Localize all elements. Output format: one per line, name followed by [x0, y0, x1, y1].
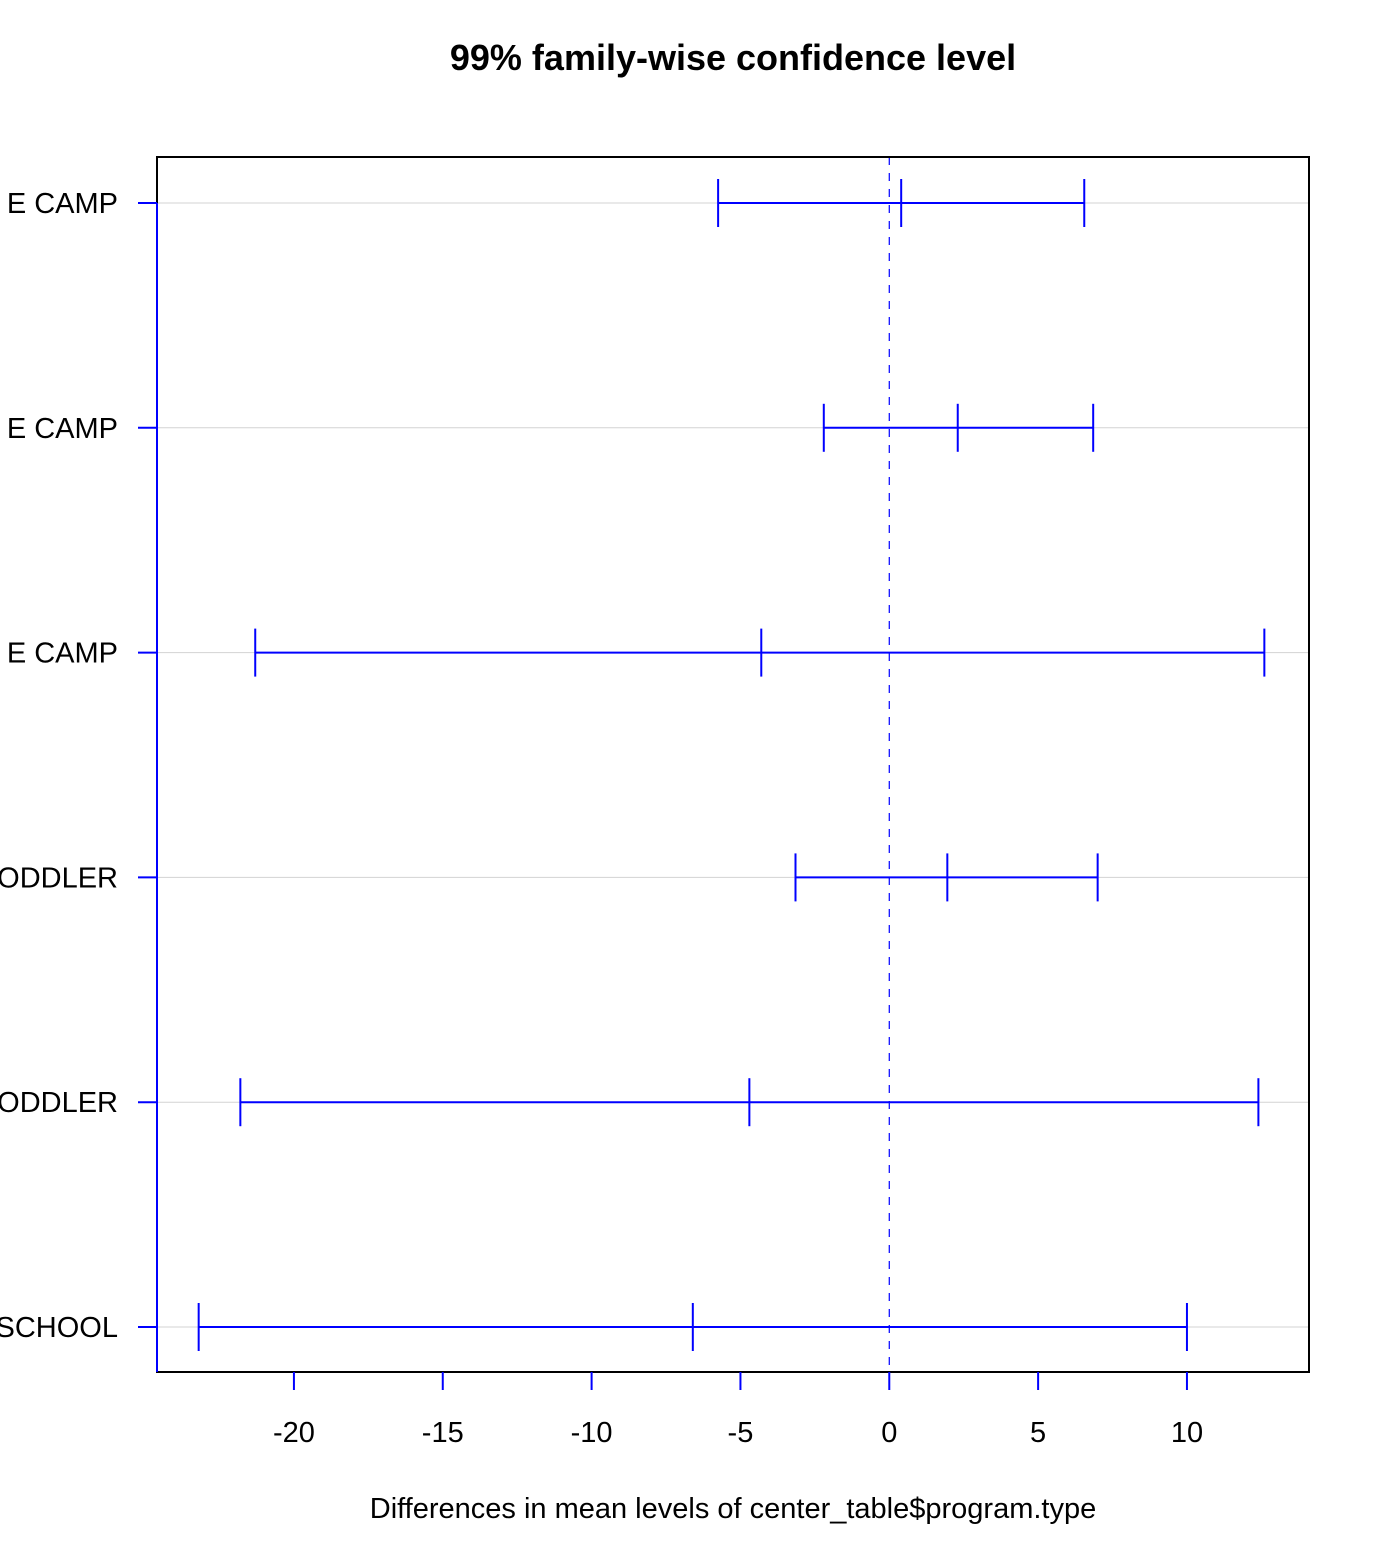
x-tick-label: 0	[881, 1417, 897, 1449]
x-tick-label: 10	[1171, 1417, 1203, 1449]
x-tick-label: -10	[571, 1417, 613, 1449]
x-tick-layer: -20 -15 -10 -5 0 5 10	[273, 1372, 1203, 1449]
y-tick-label: ODDLER	[0, 862, 118, 894]
x-tick-label: -15	[422, 1417, 464, 1449]
grid-layer	[157, 202, 1309, 1328]
y-tick-label: E CAMP	[7, 413, 118, 445]
x-axis-label: Differences in mean levels of center_tab…	[370, 1493, 1096, 1525]
x-tick-label: -5	[728, 1417, 754, 1449]
y-tick-label: SCHOOL	[0, 1312, 118, 1344]
y-tick-layer: E CAMP E CAMP E CAMP ODDLER ODDLER SCHOOL	[0, 188, 157, 1344]
x-tick-label: 5	[1030, 1417, 1046, 1449]
interval-layer	[197, 179, 1266, 1351]
x-tick-label: -20	[273, 1417, 315, 1449]
y-tick-label: E CAMP	[7, 638, 118, 670]
chart-title: 99% family-wise confidence level	[450, 37, 1016, 78]
y-tick-label: E CAMP	[7, 188, 118, 220]
y-tick-label: ODDLER	[0, 1087, 118, 1119]
plot-frame	[156, 156, 1310, 1373]
